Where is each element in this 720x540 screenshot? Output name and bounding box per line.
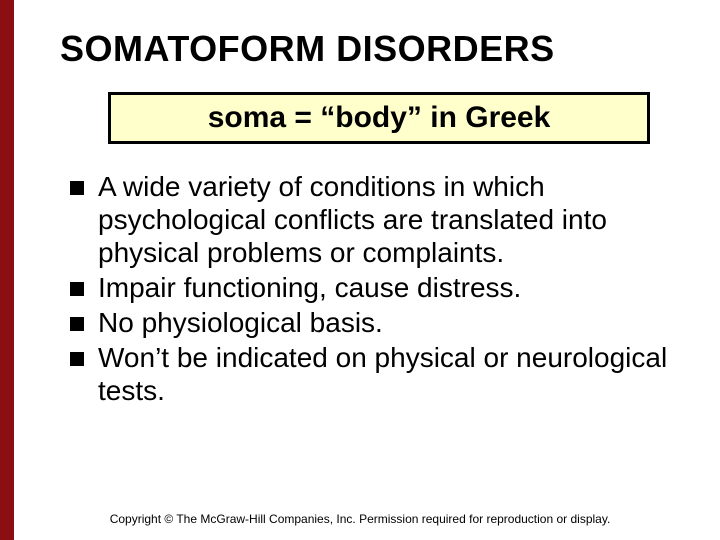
copyright-footer: Copyright © The McGraw-Hill Companies, I… [0, 512, 720, 526]
list-item: A wide variety of conditions in which ps… [70, 170, 680, 269]
bullet-list: A wide variety of conditions in which ps… [70, 170, 680, 407]
list-item: Won’t be indicated on physical or neurol… [70, 341, 680, 407]
list-item: Impair functioning, cause distress. [70, 271, 680, 304]
list-item: No physiological basis. [70, 306, 680, 339]
page-title: SOMATOFORM DISORDERS [60, 28, 680, 70]
slide-content: SOMATOFORM DISORDERS soma = “body” in Gr… [0, 0, 720, 540]
definition-callout: soma = “body” in Greek [108, 92, 650, 144]
